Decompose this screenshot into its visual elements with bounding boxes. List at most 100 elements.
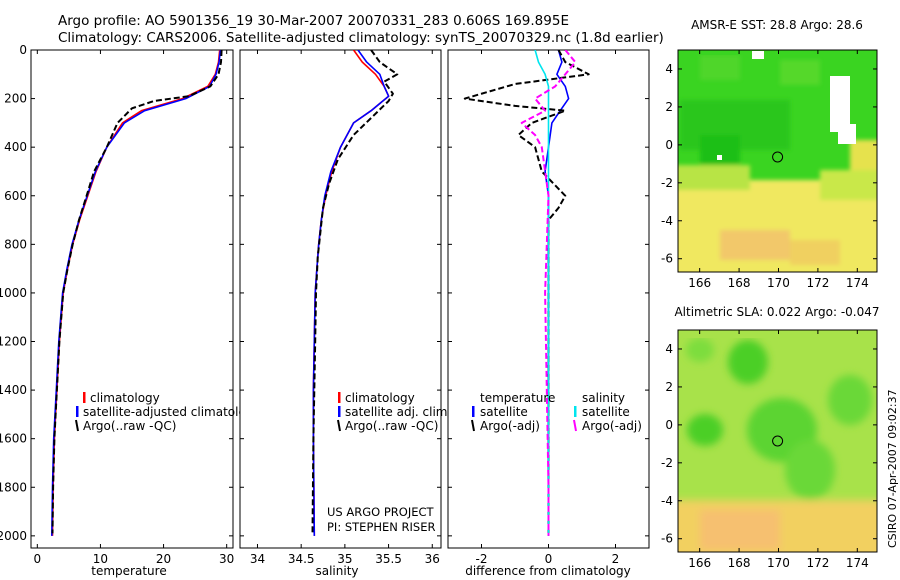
- temperature-ticks: 0 10 20 30 0 200 400 600 800 1000 1200 1400 1600 1800…: [0, 43, 234, 566]
- salinity-axes-box: [239, 49, 442, 549]
- sst-map-axes-box: [677, 49, 878, 273]
- difference-legend-swatch-sal-argo: [573, 419, 577, 432]
- salinity-xtick-label: 35.5: [375, 552, 402, 566]
- salinity-lines: [311, 50, 399, 536]
- difference-legend-sal-argo: Argo(-adj): [582, 419, 642, 433]
- difference-legend-temperature-heading: temperature: [480, 391, 555, 405]
- sla_map-ytick-label: 2: [665, 380, 673, 394]
- difference-legend-swatch-temp-satellite: [472, 406, 475, 417]
- sla_map-xtick-label: 172: [806, 556, 829, 570]
- difference-ticks: -2 0 2: [448, 49, 649, 566]
- temperature-ytick-label: 200: [4, 92, 27, 106]
- sla-map-ticks: 166 168 170 172 174 -6 -4 -2 0 2 4: [661, 330, 877, 570]
- salinity-legend-swatch-satellite: [338, 406, 341, 417]
- sst_map-xtick-label: 170: [767, 276, 790, 290]
- difference-legend-swatch-sal-satellite: [574, 406, 577, 417]
- header-line-1: Argo profile: AO 5901356_19 30-Mar-2007 …: [58, 13, 569, 29]
- sst_map-ytick-label: 0: [665, 138, 673, 152]
- temperature-xlabel: temperature: [91, 564, 166, 578]
- temperature-legend: climatology satellite-adjusted climatolo…: [75, 391, 261, 433]
- salinity-xtick-label: 34: [250, 552, 265, 566]
- temperature-legend-argo: Argo(..raw -QC): [83, 419, 176, 433]
- sla_map-xtick-label: 170: [767, 556, 790, 570]
- sla_map-ytick-label: -4: [661, 494, 673, 508]
- header-line-2: Climatology: CARS2006. Satellite-adjuste…: [58, 30, 664, 46]
- temperature-legend-climatology: climatology: [90, 391, 160, 405]
- salinity-legend-satellite: satellite adj. clim.: [345, 405, 451, 419]
- salinity-xlabel: salinity: [315, 564, 358, 578]
- difference-xtick-label: 2: [612, 552, 620, 566]
- temperature-lines: [51, 50, 223, 536]
- difference-series-salinity-satellite: [534, 50, 550, 536]
- temperature-panel: 0 10 20 30 0 200 400 600 800 1000 1200 1400 1600 1800…: [0, 43, 261, 578]
- salinity-xtick-label: 34.5: [288, 552, 315, 566]
- sst_map-ytick-label: 2: [665, 100, 673, 114]
- temperature-series-argo-raw-qc: [51, 50, 223, 534]
- salinity-legend-swatch-argo: [337, 419, 341, 432]
- temperature-xtick-label: 10: [93, 552, 108, 566]
- sla_map-xtick-label: 174: [846, 556, 869, 570]
- sst_map-xtick-label: 168: [728, 276, 751, 290]
- sla_map-ytick-label: -2: [661, 456, 673, 470]
- csiro-stamp: CSIRO 07-Apr-2007 09:02:37: [886, 389, 899, 548]
- temperature-ytick-label: 2000: [0, 529, 27, 543]
- temperature-xtick-label: 0: [33, 552, 41, 566]
- salinity-legend-climatology: climatology: [345, 391, 415, 405]
- salinity-series-argo-raw-qc: [311, 50, 399, 534]
- sst-map-argo-marker: [772, 151, 784, 163]
- sst-map-ticks: 166 168 170 172 174 -6 -4 -2 0 2 4: [661, 50, 877, 290]
- temperature-legend-swatch-climatology: [83, 392, 86, 403]
- difference-legend-sal-satellite: satellite: [582, 405, 630, 419]
- difference-legend-temp-argo: Argo(-adj): [480, 419, 540, 433]
- difference-series-salinity-argo-adj: [520, 50, 577, 536]
- temperature-ytick-label: 0: [19, 43, 27, 57]
- sla_map-xtick-label: 166: [688, 556, 711, 570]
- temperature-ytick-label: 1200: [0, 335, 27, 349]
- sst_map-ytick-label: -6: [661, 252, 673, 266]
- sla_map-ytick-label: 4: [665, 342, 673, 356]
- difference-lines: [463, 50, 590, 536]
- temperature-legend-swatch-argo: [75, 419, 79, 432]
- sst-map-panel: AMSR-E SST: 28.8 Argo: 28.6 166 168 1: [661, 18, 878, 290]
- difference-panel: -2 0 2 difference from climatology tempera…: [447, 49, 650, 578]
- difference-xtick-label: 0: [545, 552, 553, 566]
- salinity-legend: climatology satellite adj. clim. Argo(..…: [337, 391, 451, 433]
- temperature-legend-satellite: satellite-adjusted climatology: [83, 405, 261, 419]
- salinity-xtick-label: 35: [337, 552, 352, 566]
- difference-legend-swatch-temp-argo: [471, 419, 475, 432]
- temperature-series-satellite: [51, 50, 222, 536]
- temperature-xtick-label: 20: [156, 552, 171, 566]
- sla_map-ytick-label: 0: [665, 418, 673, 432]
- sla-map-title: Altimetric SLA: 0.022 Argo: -0.047: [674, 305, 879, 319]
- salinity-ticks: 34 34.5 35 35.5 36: [240, 49, 441, 566]
- pi-note: PI: STEPHEN RISER: [327, 520, 436, 534]
- salinity-panel: 34 34.5 35 35.5 36 salinity climatology sate…: [239, 49, 451, 578]
- temperature-ytick-label: 400: [4, 140, 27, 154]
- sst_map-xtick-label: 174: [846, 276, 869, 290]
- sst_map-ytick-label: 4: [665, 62, 673, 76]
- sst-map-title: AMSR-E SST: 28.8 Argo: 28.6: [691, 18, 863, 32]
- sla-map-axes-box: [677, 329, 878, 553]
- sst_map-ytick-label: -4: [661, 214, 673, 228]
- project-note: US ARGO PROJECT: [327, 505, 435, 519]
- difference-legend-temp-satellite: satellite: [480, 405, 528, 419]
- temperature-ytick-label: 1600: [0, 432, 27, 446]
- salinity-legend-swatch-climatology: [338, 392, 341, 403]
- temperature-ytick-label: 800: [4, 237, 27, 251]
- sst_map-xtick-label: 172: [806, 276, 829, 290]
- sst-map-field: [678, 50, 877, 272]
- temperature-xtick-label: 30: [219, 552, 234, 566]
- temperature-ytick-label: 600: [4, 189, 27, 203]
- salinity-xtick-label: 36: [425, 552, 440, 566]
- sla-map-panel: Altimetric SLA: 0.022 Argo: -0.047 166 16…: [661, 305, 880, 570]
- sla-map-argo-marker: [772, 435, 784, 447]
- temperature-legend-swatch-satellite: [76, 406, 79, 417]
- difference-legend-salinity-heading: salinity: [582, 391, 625, 405]
- temperature-ytick-label: 1000: [0, 286, 27, 300]
- temperature-ytick-label: 1400: [0, 383, 27, 397]
- sst_map-xtick-label: 166: [688, 276, 711, 290]
- difference-xtick-label: -2: [476, 552, 488, 566]
- difference-legend: temperature satellite Argo(-adj) salinit…: [471, 391, 642, 433]
- sla_map-xtick-label: 168: [728, 556, 751, 570]
